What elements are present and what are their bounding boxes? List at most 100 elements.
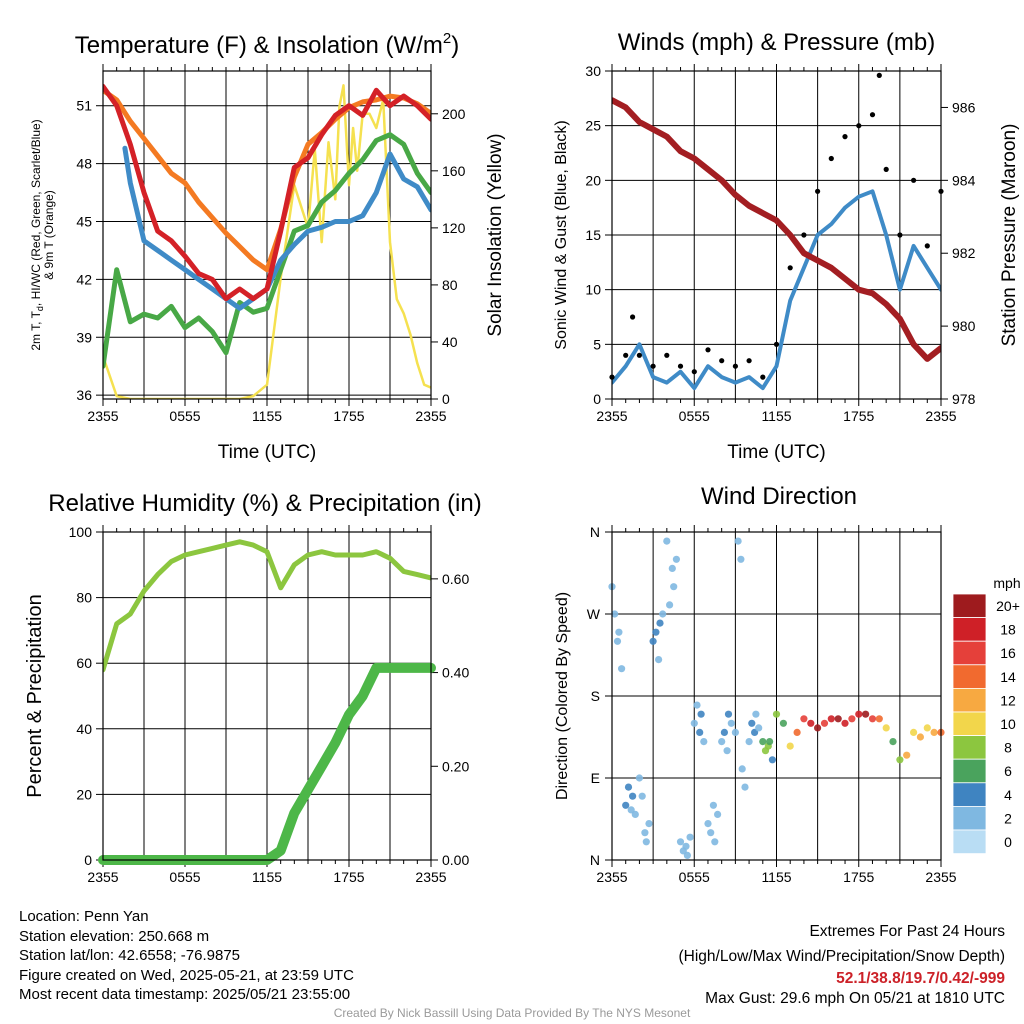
y-tick-label: 45 <box>76 213 92 229</box>
x-axis-label: Time (UTC) <box>727 442 826 463</box>
x-tick-label: 1155 <box>761 408 791 424</box>
direction-point <box>613 637 622 645</box>
y-tick-label: 5 <box>593 336 601 352</box>
y-tick-label: 15 <box>585 227 601 243</box>
sonic-wind-series <box>612 189 941 391</box>
direction-point <box>737 555 745 563</box>
legend-swatch <box>952 593 987 619</box>
y2-tick-label: 120 <box>442 220 466 236</box>
x-tick-label: 0555 <box>679 869 710 885</box>
y-tick-label: N <box>590 852 600 868</box>
x-tick-label: 2355 <box>87 408 118 424</box>
y-tick-label: 25 <box>585 118 601 134</box>
direction-point <box>670 583 678 591</box>
humidity-series <box>103 539 431 673</box>
y-tick-label: 48 <box>76 156 92 172</box>
max-gust-text: Max Gust: 29.6 mph On 05/21 at 1810 UTC <box>705 990 1005 1007</box>
y-tick-label: S <box>591 688 600 704</box>
legend-label: 10 <box>1000 716 1016 732</box>
direction-point <box>766 738 774 746</box>
dewpoint-series <box>103 132 431 369</box>
direction-point <box>668 564 676 573</box>
direction-point <box>745 738 753 746</box>
y2-tick-label: 200 <box>442 106 466 122</box>
temp-9m-series <box>103 87 431 273</box>
direction-point <box>807 719 815 727</box>
direction-point <box>720 728 729 737</box>
created-text: Figure created on Wed, 2025-05-21, at 23… <box>19 966 354 984</box>
direction-point <box>903 751 911 759</box>
x-tick-label: 2355 <box>925 869 956 885</box>
recent-text: Most recent data timestamp: 2025/05/21 2… <box>19 986 351 1003</box>
gust-point <box>924 243 930 249</box>
y-tick-label: 51 <box>76 98 92 114</box>
y-axis-label: 2m T, Td, HI/WC (Red, Green, Scarlet/Blu… <box>29 119 56 350</box>
direction-point <box>930 728 938 737</box>
legend-label: 16 <box>1000 645 1016 661</box>
winds-chart: 2355 0555 1155 1755 235505101520253097898098… <box>553 29 1020 463</box>
gust-point <box>746 358 752 364</box>
x-tick-label: 1755 <box>333 869 364 885</box>
direction-point <box>655 656 663 664</box>
temp-2m-series <box>103 83 431 302</box>
direction-point <box>834 715 842 723</box>
gust-point <box>705 347 711 353</box>
gust-point <box>787 265 793 271</box>
direction-point <box>889 738 897 746</box>
pressure-series <box>612 97 941 362</box>
gust-point <box>650 363 656 369</box>
direction-point <box>910 728 918 737</box>
direction-point <box>738 765 746 773</box>
gust-point <box>815 188 821 194</box>
legend-swatch <box>952 782 987 807</box>
gust-point <box>828 155 834 162</box>
x-tick-label: 2355 <box>596 869 627 885</box>
x-tick-label: 2355 <box>87 869 118 885</box>
direction-point <box>768 756 777 764</box>
y-tick-label: 30 <box>585 63 601 79</box>
legend-swatch <box>952 829 987 855</box>
x-tick-label: 1755 <box>843 408 874 424</box>
legend-swatch <box>952 735 987 760</box>
y2-tick-label: 980 <box>952 318 976 334</box>
plot-frame <box>611 531 942 861</box>
direction-point <box>714 810 722 819</box>
direction-point <box>793 728 801 737</box>
y2-tick-label: 984 <box>952 172 976 188</box>
y2-tick-label: 0.20 <box>442 758 469 774</box>
direction-point <box>652 628 660 636</box>
x-tick-label: 2355 <box>415 869 446 885</box>
latlon-text: Station lat/lon: 42.6558; -76.9875 <box>19 947 241 964</box>
direction-point <box>875 715 883 723</box>
direction-point <box>786 742 794 750</box>
gust-point <box>801 232 807 238</box>
y-tick-label: 20 <box>76 786 92 802</box>
direction-point <box>682 842 690 850</box>
gust-point <box>856 123 862 129</box>
direction-point <box>635 774 644 782</box>
direction-point <box>693 701 701 709</box>
plot-frame <box>102 70 432 400</box>
direction-point <box>641 829 649 837</box>
direction-point <box>615 628 623 636</box>
y-axis-label: Sonic Wind & Gust (Blue, Black) <box>553 120 570 349</box>
legend-label: 4 <box>1004 787 1012 803</box>
y-axis-label: Direction (Colored By Speed) <box>554 592 571 800</box>
y2-tick-label: 40 <box>442 334 458 350</box>
y2-tick-label: 0.00 <box>442 852 469 868</box>
y-tick-label: 80 <box>76 590 92 606</box>
direction-point <box>731 728 740 737</box>
gust-point <box>760 374 766 380</box>
direction-point <box>686 833 694 841</box>
direction-point <box>862 710 870 718</box>
chart-title: Wind Direction <box>701 483 857 510</box>
direction-point <box>649 637 657 645</box>
direction-point <box>696 728 704 737</box>
direction-point <box>683 851 692 860</box>
legend-title: mph <box>993 575 1020 591</box>
gust-point <box>883 166 889 172</box>
y2-tick-label: 0.40 <box>442 665 469 681</box>
insolation-series <box>103 84 431 399</box>
x-tick-label: 1755 <box>843 869 874 885</box>
